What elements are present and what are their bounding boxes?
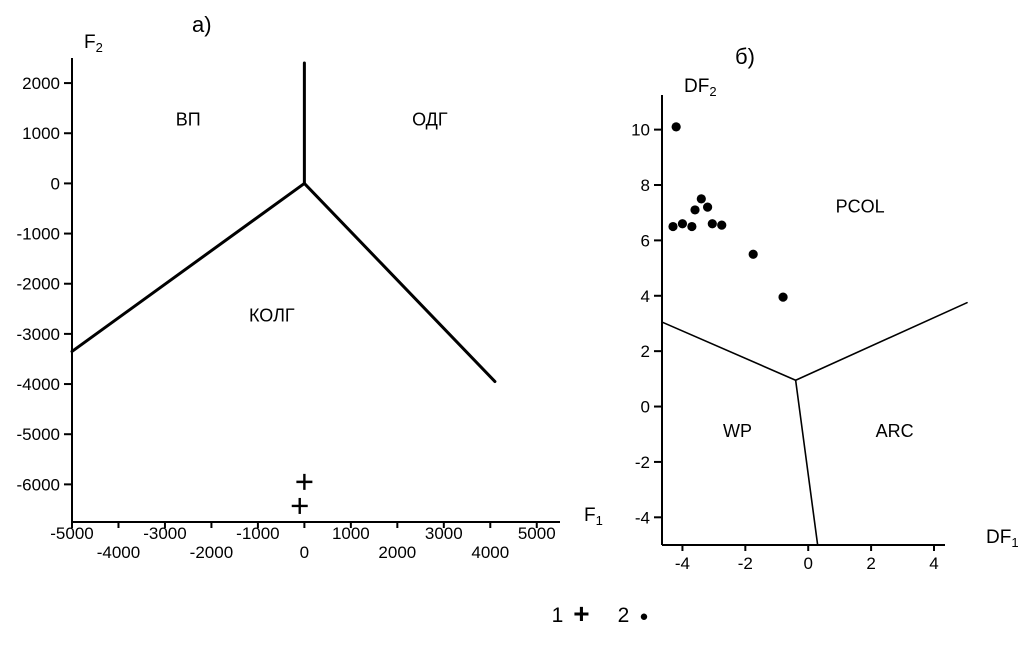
data-point-dot: [778, 292, 788, 302]
x-tick-label: -1000: [236, 524, 279, 543]
data-point-dot: [702, 202, 713, 212]
plus-marker-icon: +: [573, 598, 590, 629]
x-tick-label: -5000: [50, 524, 93, 543]
y-tick-label: 0: [641, 398, 650, 417]
legend-item-label: 2: [617, 604, 630, 627]
x-tick-label: -2: [738, 554, 753, 573]
x-tick-label: -2000: [190, 543, 233, 562]
y-tick-label: -2000: [17, 275, 60, 294]
y-tick-label: 6: [641, 231, 650, 250]
data-point-dot: [748, 249, 758, 259]
x-tick-label: 4: [929, 554, 938, 573]
legend-item-1: 1 +: [551, 598, 590, 630]
y-axis-title: DF2: [684, 76, 717, 99]
y-tick-label: -1000: [17, 225, 60, 244]
data-point-dot: [687, 221, 697, 232]
dot-marker-icon: ●: [639, 607, 649, 625]
data-point-dot: [671, 122, 681, 132]
x-tick-label: 4000: [471, 543, 509, 562]
y-tick-label: -4000: [17, 375, 60, 394]
charts-canvas: 200010000-1000-2000-3000-4000-5000-6000-…: [17, 32, 1019, 573]
x-tick-label: -4000: [97, 543, 140, 562]
y-tick-label: 2: [641, 342, 650, 361]
boundary-right-divider: [794, 301, 968, 382]
region-label-WP: WP: [723, 421, 752, 441]
y-tick-label: -4: [635, 508, 650, 527]
x-tick-label: -4: [675, 554, 690, 573]
x-tick-label: 0: [300, 543, 309, 562]
boundary-lower-divider: [794, 379, 819, 546]
x-tick-label: 1000: [332, 524, 370, 543]
region-label-КОЛГ: КОЛГ: [249, 305, 295, 325]
data-point-dot: [707, 219, 717, 229]
boundary-left-divider: [70, 181, 306, 353]
y-tick-label: -6000: [17, 475, 60, 494]
panel-a-title: а): [192, 12, 212, 37]
y-tick-label: 2000: [22, 74, 60, 93]
y-tick-label: -3000: [17, 325, 60, 344]
data-point-dot: [717, 220, 727, 230]
data-point-dot: [677, 219, 688, 229]
region-label-PCOL: PCOL: [836, 197, 885, 217]
x-tick-label: 2: [866, 554, 875, 573]
x-tick-label: 0: [803, 554, 812, 573]
region-label-ARC: ARC: [876, 421, 914, 441]
y-tick-label: 8: [641, 176, 650, 195]
panel-b-title: б): [735, 44, 755, 69]
region-label-ВП: ВП: [176, 110, 201, 130]
y-tick-label: 4: [641, 287, 650, 306]
region-label-ОДГ: ОДГ: [412, 110, 448, 130]
legend-item-2: 2 ●: [618, 604, 649, 628]
x-tick-label: 5000: [518, 524, 556, 543]
legend-item-label: 1: [551, 604, 564, 627]
boundary-right-divider: [302, 181, 497, 384]
x-tick-label: 2000: [378, 543, 416, 562]
x-tick-label: 3000: [425, 524, 463, 543]
x-tick-label: -3000: [143, 524, 186, 543]
data-point-dot: [690, 205, 700, 215]
data-point-dot: [668, 221, 678, 232]
y-tick-label: -2: [635, 453, 650, 472]
y-tick-label: 1000: [22, 124, 60, 143]
legend: 1 +2 ●: [551, 598, 649, 630]
data-point-dot: [696, 194, 706, 204]
y-tick-label: 0: [51, 174, 60, 193]
boundary-left-divider: [661, 321, 797, 382]
x-axis-title: F1: [584, 505, 603, 528]
y-tick-label: 10: [631, 121, 650, 140]
y-tick-label: -5000: [17, 425, 60, 444]
x-axis-title: DF1: [986, 527, 1019, 550]
y-axis-title: F2: [84, 32, 103, 55]
